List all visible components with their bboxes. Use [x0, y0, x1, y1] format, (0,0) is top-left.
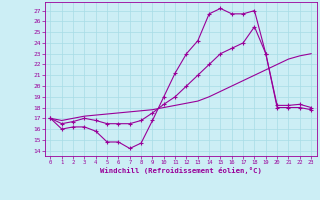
X-axis label: Windchill (Refroidissement éolien,°C): Windchill (Refroidissement éolien,°C): [100, 167, 262, 174]
